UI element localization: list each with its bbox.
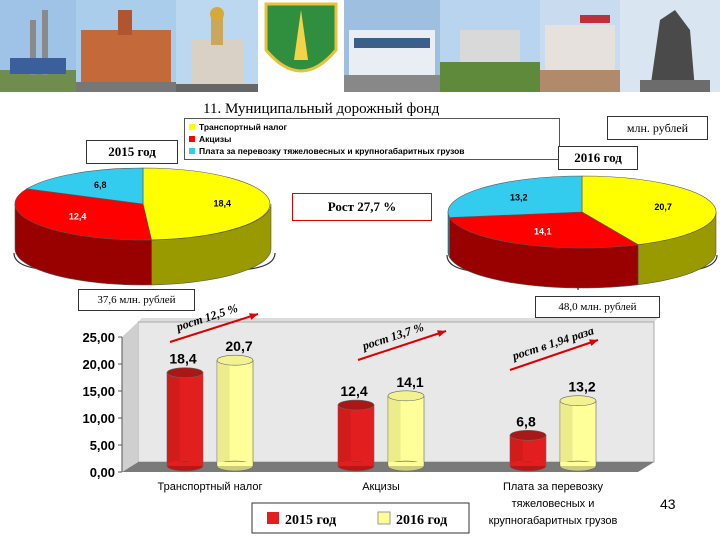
bar-base-fill — [510, 462, 546, 466]
growth-arrow-icon — [169, 313, 259, 343]
page-title: 11. Муниципальный дорожный фонд — [203, 101, 440, 117]
city-sign-photo — [0, 0, 76, 92]
bar-shade — [167, 372, 180, 466]
bar-2015-0: 18,4 — [166, 351, 204, 472]
units-label: млн. рублей — [607, 116, 708, 140]
pie-2015: 18,4 12,4 6,8 — [14, 167, 272, 286]
bar-top — [509, 429, 547, 441]
monument-photo — [620, 0, 720, 92]
modern-building-photo — [344, 0, 440, 92]
series-2015-swatch-icon — [267, 512, 279, 524]
page-number: 43 — [660, 496, 676, 512]
bar-shade — [338, 405, 351, 466]
growth-arrowhead-icon — [249, 313, 258, 320]
y-tick-label: 20,00 — [82, 357, 115, 372]
pie-2016-title: 2016 год — [558, 146, 638, 170]
y-tick-label: 25,00 — [82, 330, 115, 345]
bar-2015-1: 12,4 — [337, 383, 375, 472]
pie-2015-slice — [26, 167, 144, 205]
coat-of-arms-photo — [258, 0, 344, 92]
cyan-swatch-icon — [189, 148, 195, 154]
bar-legend: 2015 год 2016 год — [251, 502, 470, 534]
theater-photo — [540, 0, 620, 92]
pie-2016-slice-side — [447, 212, 450, 258]
pie-2015-value-label: 6,8 — [94, 180, 107, 190]
bar-value-label: 18,4 — [169, 351, 196, 367]
y-tick-label: 15,00 — [82, 384, 115, 399]
bar-2016-1: 14,1 — [387, 374, 425, 472]
bar-shade — [217, 360, 230, 466]
x-category-label: тяжеловесных и — [512, 498, 595, 510]
pie-legend-label: Акцизы — [199, 134, 232, 144]
bar-top — [337, 399, 375, 411]
bar-chart: 0,00 5,00 10,00 15,00 20,00 25,00 18,4 12,4 6,8… — [82, 301, 658, 527]
government-building-photo — [76, 0, 176, 92]
bar-base-fill — [388, 462, 424, 466]
photo-banner — [0, 0, 720, 92]
bar-base-fill — [167, 462, 203, 466]
pie-2015-slice — [14, 188, 152, 241]
series-2016-legend-label: 2016 год — [396, 513, 447, 528]
bar-2016-0: 20,7 — [216, 338, 254, 472]
series-2016-swatch-icon — [377, 511, 391, 525]
pie-legend: Транспортный налог Акцизы Плата за перев… — [184, 118, 560, 160]
growth-arrowhead-icon — [589, 339, 598, 346]
y-tick-label: 5,00 — [90, 438, 115, 453]
growth-arrow-icon — [509, 339, 599, 371]
pie-2016-total: 48,0 млн. рублей — [535, 296, 660, 318]
bar-legend-box — [251, 502, 470, 534]
cathedral-photo — [176, 0, 258, 92]
growth-total-label: Рост 27,7 % — [292, 193, 432, 221]
bar-chart-wall-top — [138, 318, 658, 322]
bar-shade — [510, 435, 523, 466]
bar-top — [387, 390, 425, 402]
pie-2016-value-label: 13,2 — [510, 193, 528, 203]
bar-value-label: 14,1 — [396, 374, 423, 390]
pie-legend-item-heavy-cargo: Плата за перевозку тяжеловесных и крупно… — [189, 145, 559, 157]
growth-arrowhead-icon — [437, 330, 446, 337]
y-tick-label: 0,00 — [90, 465, 115, 480]
square-photo — [440, 0, 540, 92]
bar-top — [216, 354, 254, 366]
pie-legend-item-excise: Акцизы — [189, 133, 559, 145]
x-category-label: Транспортный налог — [158, 481, 263, 493]
bar-top — [166, 367, 204, 378]
y-tick-label: 10,00 — [82, 411, 115, 426]
pie-legend-item-transport: Транспортный налог — [189, 121, 559, 133]
bar-2016-2: 13,2 — [559, 379, 597, 472]
pie-2016-value-label: 14,1 — [534, 227, 552, 237]
bar-base-fill — [338, 462, 374, 466]
pie-2016: 20,7 14,1 13,2 — [447, 175, 717, 289]
series-2015-legend-label: 2015 год — [285, 513, 336, 528]
pie-2015-value-label: 12,4 — [69, 212, 87, 222]
bar-value-label: 6,8 — [516, 413, 536, 429]
pie-2015-value-label: 18,4 — [214, 198, 232, 208]
x-category-label: Акцизы — [362, 481, 400, 493]
pie-2016-value-label: 20,7 — [654, 202, 672, 212]
yellow-swatch-icon — [189, 124, 195, 130]
bar-value-label: 20,7 — [225, 338, 252, 354]
pie-legend-label: Транспортный налог — [199, 122, 288, 132]
x-category-label: Плата за перевозку — [503, 481, 604, 493]
bar-value-label: 13,2 — [568, 379, 595, 395]
pie-2016-slice — [447, 175, 583, 218]
growth-arrow-icon — [357, 330, 447, 361]
bar-top — [559, 395, 597, 407]
bar-shade — [388, 395, 401, 466]
bar-base-fill — [217, 462, 253, 466]
bar-chart-side-wall — [122, 322, 138, 472]
red-swatch-icon — [189, 136, 195, 142]
pie-2016-slice — [449, 211, 640, 249]
pie-2015-title: 2015 год — [86, 140, 178, 164]
bar-value-label: 12,4 — [340, 383, 367, 399]
pie-2015-slice — [142, 167, 271, 241]
bar-base-fill — [560, 462, 596, 466]
pie-legend-label: Плата за перевозку тяжеловесных и крупно… — [199, 146, 465, 156]
pie-2016-slice — [581, 175, 717, 246]
pie-2015-total: 37,6 млн. рублей — [78, 289, 195, 311]
x-category-label: крупногабаритных грузов — [489, 515, 618, 527]
bar-shade — [560, 400, 573, 466]
bar-2015-2: 6,8 — [509, 413, 547, 472]
